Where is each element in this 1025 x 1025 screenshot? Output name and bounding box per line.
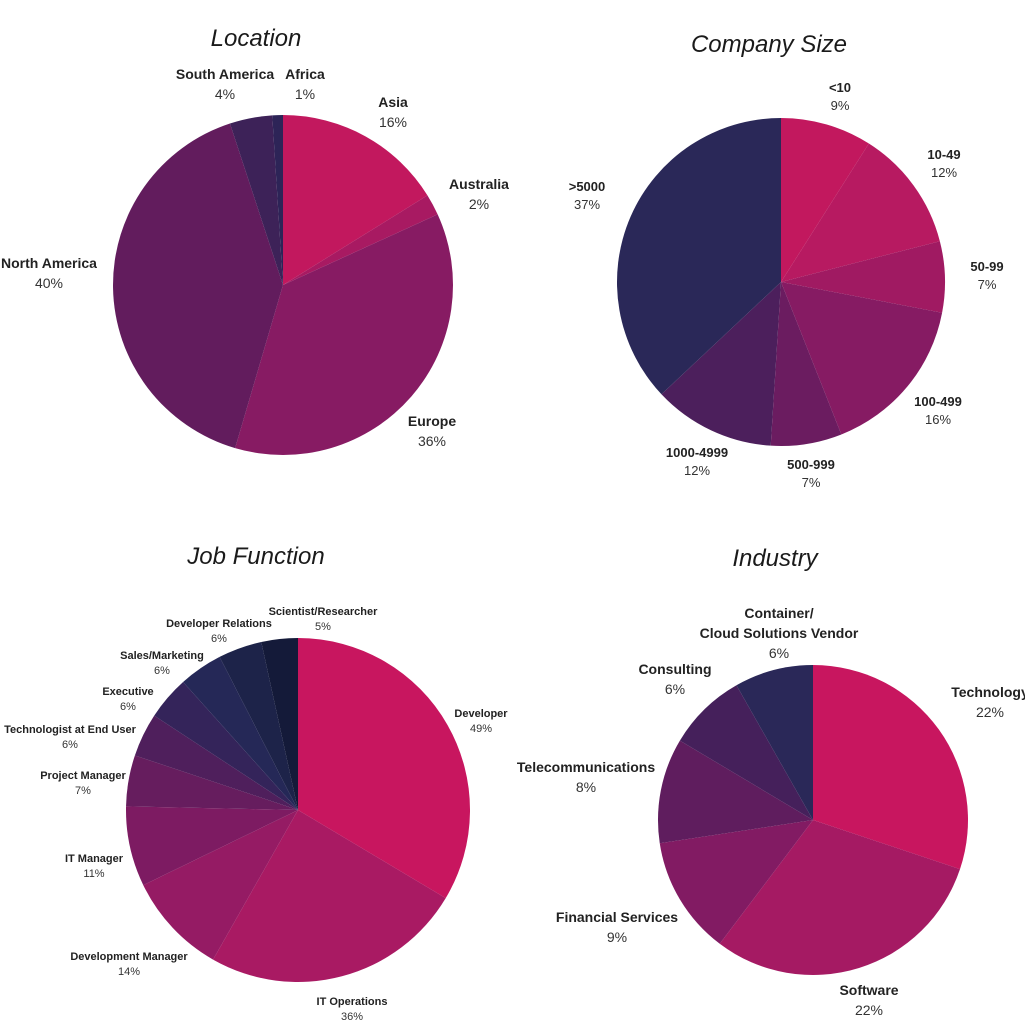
slice-label: Scientist/Researcher: [269, 606, 379, 618]
slice-percent: 12%: [931, 165, 957, 180]
slice-percent: 6%: [211, 633, 227, 645]
pie-chart-company-size: Company Size <10 9% 10-49 12% 50-99 7% 100-499 1…: [569, 31, 1004, 490]
slice-australia: [283, 195, 438, 285]
slice-label: North America: [1, 255, 97, 271]
slice-label: Financial Services: [556, 909, 678, 925]
slice-label: Africa: [285, 66, 325, 82]
slice-label: 50-99: [970, 259, 1003, 274]
slice-label: Executive: [102, 686, 153, 698]
slice-percent: 6%: [120, 701, 136, 713]
slice-software: [719, 820, 960, 975]
slice-percent: 16%: [379, 114, 407, 130]
slice-label: Development Manager: [70, 951, 188, 963]
slice-label: Europe: [408, 413, 456, 429]
chart-title: Job Function: [186, 543, 324, 570]
slice-percent: 4%: [215, 86, 235, 102]
slice-percent: 14%: [118, 966, 140, 978]
slice-label: Developer Relations: [166, 618, 272, 630]
slice-label: 100-499: [914, 394, 962, 409]
slice-percent: 9%: [607, 929, 627, 945]
slice-sales-marketing: [183, 656, 298, 810]
slice-percent: 49%: [470, 723, 492, 735]
slice-percent: 8%: [576, 779, 596, 795]
slice-asia: [283, 115, 428, 285]
slice-percent: 11%: [83, 868, 104, 880]
slice-it-manager: [126, 806, 298, 886]
slice-percent: 1%: [295, 86, 315, 102]
slice-percent: 7%: [802, 475, 821, 490]
slice-label: Software: [839, 982, 898, 998]
slice-label: IT Manager: [65, 853, 124, 865]
slice-it-operations: [213, 810, 446, 983]
slice-technology: [813, 665, 969, 870]
slice-executive: [154, 682, 298, 810]
slice-percent: 37%: [574, 197, 600, 212]
slice-50-99: [781, 241, 946, 313]
slice-percent: 12%: [684, 463, 710, 478]
slice-project-manager: [126, 755, 298, 810]
slice-percent: 6%: [665, 681, 685, 697]
slice-label: Cloud Solutions Vendor: [700, 625, 859, 641]
slice-south-america: [229, 115, 283, 285]
slice-label: Sales/Marketing: [120, 650, 204, 662]
slice-percent: 5%: [315, 621, 331, 633]
slice-percent: 16%: [925, 412, 951, 427]
slice-label: 10-49: [927, 147, 960, 162]
slice-percent: 7%: [978, 277, 997, 292]
slice-label: <10: [829, 80, 851, 95]
slice-percent: 6%: [62, 739, 78, 751]
slice-percent: 9%: [831, 98, 850, 113]
slice-label: Australia: [449, 176, 509, 192]
slice-label: >5000: [569, 179, 606, 194]
pie-chart-industry: Industry Technology 22% Software 22% Financia…: [517, 545, 1025, 1018]
slice-telecommunications: [657, 740, 813, 844]
slice-north-america: [113, 123, 283, 449]
chart-title: Location: [211, 25, 302, 52]
slice-1000-4999: [661, 282, 781, 446]
slice-percent: 40%: [35, 275, 63, 291]
slice-label: Technologist at End User: [4, 724, 137, 736]
slice-label: South America: [176, 66, 274, 82]
slice-africa: [272, 115, 283, 285]
chart-title: Company Size: [691, 31, 847, 58]
slice-label: Project Manager: [40, 770, 126, 782]
slice-percent: 22%: [976, 704, 1004, 720]
slice-technologist-at-end-user: [134, 715, 298, 810]
slice-500-999: [770, 282, 842, 447]
slice-financial-services: [659, 820, 813, 944]
slice-consulting: [679, 685, 813, 820]
slice-developer: [298, 638, 471, 899]
pie-chart-location: Location Asia 16% Australia 2% Europe 36% North…: [1, 25, 509, 455]
slice-label: Container/: [744, 605, 813, 621]
slice-percent: 7%: [75, 785, 91, 797]
slice-percent: 22%: [855, 1002, 883, 1018]
slice-percent: 6%: [154, 665, 170, 677]
pie-chart-job-function: Job Function Developer 49% IT Operations 36%…: [4, 543, 508, 1023]
slice-10: [781, 118, 869, 282]
slice-5000: [616, 118, 781, 395]
slice-label: 500-999: [787, 457, 835, 472]
slice-label: 1000-4999: [666, 445, 728, 460]
slice-development-manager: [143, 810, 298, 960]
slice-label: Telecommunications: [517, 759, 655, 775]
slice-label: Developer: [454, 708, 508, 720]
slice-percent: 36%: [418, 433, 446, 449]
slice-percent: 2%: [469, 196, 489, 212]
slice-10-49: [781, 143, 940, 282]
slice-scientist-researcher: [261, 638, 298, 810]
slice-container-cloud-solutions-vendor: [736, 665, 813, 820]
slice-label: Technology: [951, 684, 1025, 700]
slice-label: Consulting: [638, 661, 711, 677]
slice-percent: 6%: [769, 645, 789, 661]
slice-label: IT Operations: [317, 996, 388, 1008]
slice-100-499: [781, 282, 943, 435]
slice-label: Asia: [378, 94, 408, 110]
slice-percent: 36%: [341, 1011, 363, 1023]
slice-developer-relations: [219, 641, 298, 810]
chart-title: Industry: [732, 545, 819, 572]
slice-europe: [235, 214, 453, 455]
